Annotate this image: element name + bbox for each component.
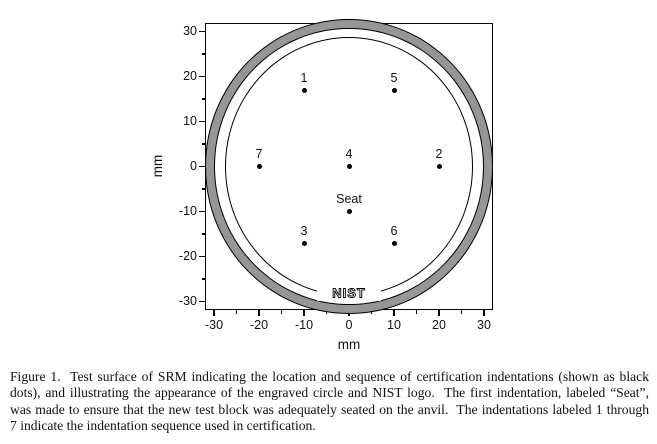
indentation-dot	[346, 209, 352, 214]
x-major-tick	[393, 310, 395, 316]
y-minor-tick	[201, 233, 205, 235]
x-tick-label: 10	[387, 318, 401, 332]
x-axis-label: mm	[337, 337, 361, 352]
figure-plot: mm mm NIST -30 -20 -10 0 10 20 30 -30 -20 -10 0 10 2…	[150, 18, 493, 352]
y-major-tick	[199, 210, 205, 213]
x-major-tick	[303, 310, 305, 316]
indentation-dot	[256, 164, 262, 169]
x-major-tick	[438, 310, 440, 316]
nist-logo: NIST	[317, 285, 381, 301]
x-minor-tick	[460, 310, 463, 314]
y-minor-tick	[201, 53, 205, 55]
caption-line: dots), and illustrating the appearance o…	[10, 385, 649, 401]
caption-line: Figure 1. Test surface of SRM indicating…	[10, 369, 649, 384]
x-minor-tick	[280, 310, 283, 314]
indentation-dot	[346, 164, 352, 169]
y-minor-tick	[201, 143, 205, 145]
x-minor-tick	[235, 310, 238, 314]
y-major-tick	[199, 255, 205, 258]
x-minor-tick	[415, 310, 418, 314]
x-tick-label: 20	[432, 318, 446, 332]
indentation-label: 5	[390, 70, 398, 85]
nist-logo-text: NIST	[332, 286, 366, 301]
y-tick-label: -20	[178, 249, 197, 263]
x-major-tick	[213, 310, 215, 316]
indentation-dot	[391, 240, 397, 246]
y-tick-label: 0	[190, 159, 197, 173]
indentation-label: Seat	[336, 192, 362, 206]
indentation-label: 6	[390, 223, 398, 238]
indentation-dot	[301, 87, 307, 93]
indentation-dot	[301, 240, 307, 246]
figure-caption: Figure 1. Test surface of SRM indicating…	[10, 369, 649, 434]
x-major-tick	[258, 310, 260, 316]
y-minor-tick	[201, 188, 205, 190]
x-tick-label: 30	[477, 318, 491, 332]
indentation-label: 4	[345, 147, 353, 161]
indentation-label: 3	[300, 223, 308, 238]
indentation-label: 1	[300, 70, 308, 85]
y-minor-tick	[201, 98, 205, 100]
y-major-tick	[199, 75, 205, 78]
x-tick-label: -10	[294, 318, 314, 332]
indentation-label: 2	[435, 147, 443, 161]
y-tick-label: 30	[183, 24, 197, 38]
y-tick-label: -30	[178, 294, 197, 308]
indentation-dot	[436, 164, 442, 169]
x-tick-label: 0	[345, 318, 353, 332]
indentation-dot	[391, 87, 397, 93]
y-major-tick	[199, 300, 205, 303]
caption-line: 7 indicate the indentation sequence used…	[10, 417, 316, 433]
y-major-tick	[199, 120, 205, 123]
y-minor-tick	[201, 278, 205, 280]
caption-line: was made to ensure that the new test blo…	[10, 401, 649, 417]
nist-logo-graphic: NIST	[332, 285, 366, 301]
y-major-tick	[199, 165, 205, 168]
indentation-label: 7	[255, 147, 263, 161]
x-tick-label: -20	[249, 318, 269, 332]
x-tick-label: -30	[204, 318, 224, 332]
y-major-tick	[199, 30, 205, 33]
y-tick-label: 10	[183, 114, 197, 128]
x-major-tick	[483, 310, 485, 316]
y-tick-label: -10	[178, 204, 197, 218]
y-tick-label: 20	[183, 69, 197, 83]
